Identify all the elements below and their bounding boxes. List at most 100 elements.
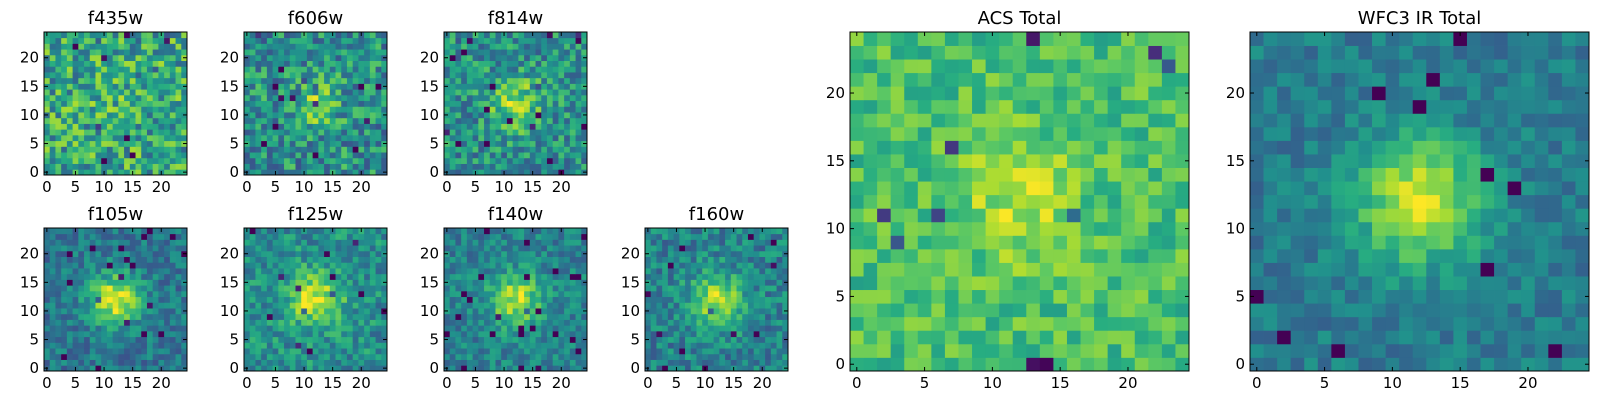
heatmap-cell bbox=[66, 32, 73, 39]
heatmap-cell bbox=[89, 268, 96, 275]
heatmap-cell bbox=[364, 336, 371, 343]
heatmap-cell bbox=[478, 163, 485, 170]
heatmap-cell bbox=[301, 250, 308, 257]
heatmap-cell bbox=[106, 233, 114, 240]
heatmap-cell bbox=[690, 285, 697, 292]
heatmap-cell bbox=[341, 279, 348, 286]
heatmap-cell bbox=[346, 43, 354, 50]
heatmap-cell bbox=[575, 279, 582, 286]
heatmap-cell bbox=[352, 112, 359, 119]
heatmap-cell bbox=[747, 313, 755, 320]
heatmap-cell bbox=[352, 146, 359, 153]
heatmap-cell bbox=[904, 208, 919, 223]
heatmap-cell bbox=[1039, 262, 1054, 277]
heatmap-cell bbox=[782, 233, 789, 240]
heatmap-cell bbox=[461, 348, 468, 355]
heatmap-cell bbox=[489, 302, 496, 309]
heatmap-cell bbox=[346, 49, 354, 56]
heatmap-cell bbox=[904, 167, 919, 182]
heatmap-cell bbox=[1066, 248, 1081, 263]
heatmap-cell bbox=[730, 250, 737, 257]
heatmap-cell bbox=[478, 330, 485, 338]
heatmap-cell bbox=[931, 289, 946, 304]
heatmap-cell bbox=[667, 353, 674, 360]
heatmap-cell bbox=[369, 60, 376, 67]
heatmap-cell bbox=[84, 330, 91, 338]
heatmap-cell bbox=[702, 353, 709, 360]
heatmap-cell bbox=[181, 123, 188, 130]
heatmap-cell bbox=[381, 262, 388, 269]
heatmap-cell bbox=[112, 336, 119, 343]
heatmap-cell bbox=[662, 273, 669, 280]
heatmap-cell bbox=[49, 54, 56, 61]
heatmap-cell bbox=[255, 112, 262, 119]
heatmap-cell bbox=[312, 285, 319, 292]
heatmap-cell bbox=[266, 313, 273, 320]
heatmap-cell bbox=[546, 129, 554, 136]
heatmap-cell bbox=[295, 308, 302, 315]
heatmap-cell bbox=[1175, 343, 1190, 358]
heatmap-cell bbox=[255, 359, 262, 366]
heatmap-cell bbox=[381, 77, 388, 84]
heatmap-cell bbox=[335, 325, 342, 332]
heatmap-cell bbox=[55, 245, 62, 252]
heatmap-cell bbox=[863, 221, 878, 236]
heatmap-cell bbox=[249, 365, 256, 372]
heatmap-cell bbox=[175, 290, 182, 298]
heatmap-cell bbox=[352, 32, 359, 39]
heatmap-cell bbox=[49, 250, 56, 257]
heatmap-cell bbox=[449, 54, 456, 61]
heatmap-cell bbox=[124, 32, 131, 39]
heatmap-cell bbox=[690, 359, 697, 366]
heatmap-cell bbox=[489, 279, 496, 286]
heatmap-cell bbox=[381, 32, 388, 39]
heatmap-cell bbox=[175, 308, 182, 315]
heatmap-cell bbox=[1053, 316, 1068, 331]
heatmap-cell bbox=[466, 250, 473, 257]
heatmap-cell bbox=[541, 336, 548, 343]
heatmap-cell bbox=[346, 228, 354, 235]
heatmap-cell bbox=[358, 296, 365, 303]
heatmap-cell bbox=[524, 129, 531, 136]
heatmap-cell bbox=[129, 123, 136, 130]
heatmap-cell bbox=[118, 140, 125, 147]
heatmap-cell bbox=[55, 262, 62, 269]
heatmap-cell bbox=[169, 32, 176, 39]
heatmap-cell bbox=[931, 235, 946, 250]
heatmap-cell bbox=[552, 273, 559, 280]
heatmap-cell bbox=[535, 296, 542, 303]
heatmap-cell bbox=[84, 273, 91, 280]
heatmap-cell bbox=[61, 112, 68, 119]
heatmap-cell bbox=[535, 353, 542, 360]
heatmap-cell bbox=[444, 290, 451, 298]
heatmap-cell bbox=[1080, 343, 1095, 358]
heatmap-cell bbox=[312, 94, 319, 102]
heatmap-cell bbox=[146, 89, 154, 96]
heatmap-cell bbox=[506, 163, 514, 170]
heatmap-cell bbox=[329, 129, 336, 136]
heatmap-cell bbox=[78, 140, 85, 147]
heatmap-cell bbox=[158, 330, 165, 338]
heatmap-cell bbox=[152, 77, 159, 84]
heatmap-cell bbox=[244, 129, 251, 136]
heatmap-cell bbox=[106, 157, 114, 164]
heatmap-cell bbox=[318, 37, 325, 44]
heatmap-cell bbox=[478, 313, 485, 320]
heatmap-cell bbox=[369, 250, 376, 257]
heatmap-cell bbox=[101, 279, 108, 286]
heatmap-cell bbox=[266, 163, 273, 170]
heatmap-cell bbox=[673, 262, 680, 269]
heatmap-cell bbox=[782, 268, 789, 275]
heatmap-cell bbox=[552, 106, 559, 113]
heatmap-cell bbox=[375, 72, 382, 79]
heatmap-cell bbox=[478, 308, 485, 315]
heatmap-cell bbox=[478, 77, 485, 84]
heatmap-cell bbox=[364, 146, 371, 153]
heatmap-cell bbox=[89, 60, 96, 67]
heatmap-cell bbox=[244, 123, 251, 130]
heatmap-cell bbox=[1107, 167, 1122, 182]
heatmap-cell bbox=[284, 49, 291, 56]
heatmap-cell bbox=[524, 152, 531, 159]
heatmap-cell bbox=[335, 348, 342, 355]
heatmap-cell bbox=[529, 336, 536, 343]
